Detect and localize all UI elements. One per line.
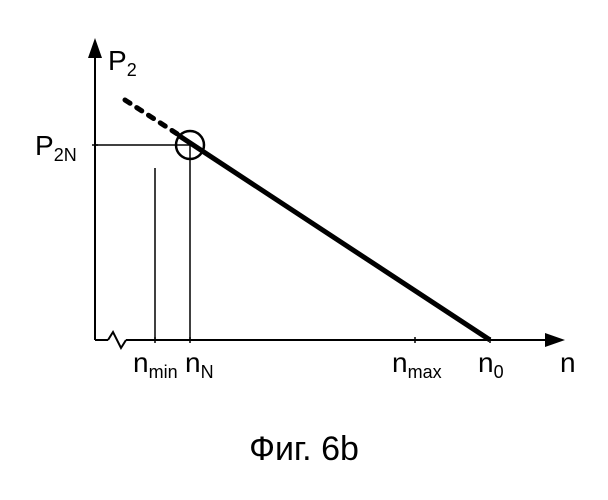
- x-axis-arrow-icon: [545, 333, 565, 347]
- x-tick-n0: n0: [478, 347, 504, 382]
- figure-caption: Фиг. 6b: [249, 430, 359, 468]
- x-axis-label: n: [560, 347, 576, 378]
- y-axis-label: P2: [108, 45, 137, 80]
- x-tick-nmax: nmax: [392, 347, 442, 382]
- y-axis-arrow-icon: [88, 38, 102, 58]
- figure: P2 n P2N nmin nN nmax n0 Фиг. 6b: [0, 0, 608, 500]
- p2n-label: P2N: [35, 130, 77, 165]
- curve-dashed: [125, 100, 182, 137]
- curve: [178, 135, 490, 340]
- x-tick-nmin: nmin: [133, 347, 178, 382]
- x-tick-nn: nN: [185, 347, 214, 382]
